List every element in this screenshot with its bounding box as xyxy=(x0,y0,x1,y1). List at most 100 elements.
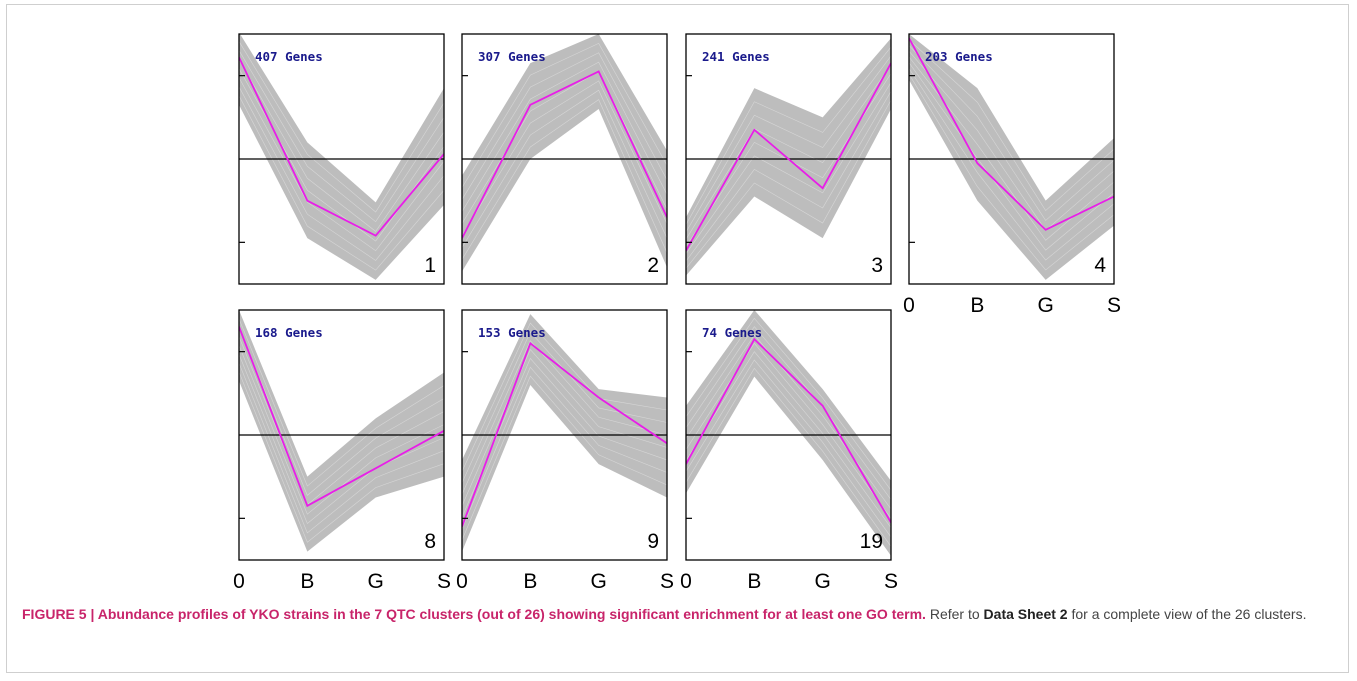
gene-profile-line xyxy=(462,61,667,212)
x-tick-label: G xyxy=(590,570,606,593)
cluster-panel-3: 241 Genes 3 xyxy=(685,33,892,285)
gene-profile-line xyxy=(909,39,1114,212)
gene-profile-line xyxy=(462,71,667,224)
mean-profile-line xyxy=(239,326,444,508)
cluster-panel-19: 74 Genes 19 xyxy=(685,309,892,561)
gene-profile-line xyxy=(686,359,891,538)
cluster-number: 3 xyxy=(871,254,883,277)
gene-profile-line xyxy=(239,59,444,232)
panel-frame xyxy=(238,33,445,285)
gene-profile-line xyxy=(686,55,891,233)
panel-frame xyxy=(685,309,892,561)
gene-profile-line xyxy=(462,349,667,506)
gene-profile-envelope xyxy=(462,34,667,272)
x-tick-label: 0 xyxy=(903,294,915,317)
panel-plot-area xyxy=(462,314,667,552)
cluster-number: 8 xyxy=(424,530,436,553)
gene-profile-line xyxy=(909,68,1114,261)
cluster-number: 9 xyxy=(647,530,659,553)
gene-profile-line xyxy=(686,367,891,547)
cluster-profiles-figure: 407 Genes 1 307 Genes 2 241 Genes 3 203 Genes 4… xyxy=(233,33,1121,593)
gene-profile-line xyxy=(239,50,444,223)
caption-text-a: Refer to xyxy=(925,606,984,622)
gene-profile-line xyxy=(239,336,444,506)
cluster-number: 4 xyxy=(1094,254,1106,277)
panel-frame xyxy=(461,33,668,285)
cluster-panel-1: 407 Genes 1 xyxy=(238,33,445,285)
cluster-panel-2: 307 Genes 2 xyxy=(461,33,668,285)
panel-plot-area xyxy=(239,310,444,552)
x-tick-label: B xyxy=(970,294,984,317)
gene-count-label: 307 Genes xyxy=(478,49,546,64)
gene-profile-line xyxy=(239,77,444,252)
gene-profile-line xyxy=(462,80,667,236)
mean-profile-line xyxy=(686,337,891,523)
mean-profile-line xyxy=(462,70,667,239)
gene-profile-line xyxy=(462,357,667,518)
panel-plot-area xyxy=(909,34,1114,280)
gene-profile-line xyxy=(239,86,444,261)
mean-profile-line xyxy=(686,62,891,252)
cluster-panel-8: 168 Genes 8 xyxy=(238,309,445,561)
panel-plot-area xyxy=(462,34,667,272)
caption-text-b: for a complete view of the 26 clusters. xyxy=(1067,606,1307,622)
x-tick-label: S xyxy=(660,570,674,593)
gene-profile-line xyxy=(462,52,667,200)
gene-profile-envelope xyxy=(686,38,891,276)
gene-profile-line xyxy=(686,91,891,262)
caption-title: FIGURE 5 | Abundance profiles of YKO str… xyxy=(22,606,926,622)
gene-profile-line xyxy=(686,342,891,519)
gene-count-label: 203 Genes xyxy=(925,49,993,64)
panel-frame xyxy=(461,309,668,561)
gene-profile-line xyxy=(462,322,667,472)
panel-plot-area xyxy=(686,38,891,276)
gene-profile-line xyxy=(686,317,891,491)
x-tick-label: B xyxy=(747,570,761,593)
gene-profile-line xyxy=(462,375,667,541)
gene-count-label: 74 Genes xyxy=(702,325,762,340)
gene-profile-line xyxy=(909,62,1114,251)
x-tick-label: G xyxy=(1037,294,1053,317)
mean-profile-line xyxy=(909,37,1114,231)
x-tick-label: B xyxy=(523,570,537,593)
gene-profile-line xyxy=(909,50,1114,231)
x-tick-label: 0 xyxy=(456,570,468,593)
x-tick-label: 0 xyxy=(233,570,245,593)
gene-profile-line xyxy=(686,326,891,500)
figure-frame xyxy=(6,4,1349,673)
gene-profile-line xyxy=(239,371,444,543)
x-tick-label: 0 xyxy=(680,570,692,593)
gene-profile-line xyxy=(686,64,891,240)
cluster-number: 2 xyxy=(647,254,659,277)
cluster-number: 19 xyxy=(860,530,883,553)
panel-plot-area xyxy=(239,34,444,280)
gene-profile-envelope xyxy=(462,314,667,552)
gene-profile-line xyxy=(239,41,444,213)
cluster-panel-4: 203 Genes 4 xyxy=(908,33,1115,285)
gene-profile-line xyxy=(462,89,667,248)
gene-count-label: 407 Genes xyxy=(255,49,323,64)
gene-profile-line xyxy=(686,46,891,225)
panel-frame xyxy=(908,33,1115,285)
gene-count-label: 153 Genes xyxy=(478,325,546,340)
gene-profile-line xyxy=(239,354,444,525)
x-tick-label: G xyxy=(814,570,830,593)
panel-plot-area xyxy=(686,310,891,556)
gene-profile-line xyxy=(462,366,667,529)
mean-profile-line xyxy=(239,56,444,237)
figure-caption: FIGURE 5 | Abundance profiles of YKO str… xyxy=(22,603,1340,626)
gene-profile-line xyxy=(462,340,667,495)
gene-profile-line xyxy=(686,82,891,254)
gene-profile-envelope xyxy=(239,34,444,280)
x-tick-label: S xyxy=(884,570,898,593)
cluster-panel-9: 153 Genes 9 xyxy=(461,309,668,561)
gene-profile-line xyxy=(686,351,891,528)
gene-count-label: 241 Genes xyxy=(702,49,770,64)
gene-profile-envelope xyxy=(686,310,891,556)
gene-profile-line xyxy=(686,100,891,269)
caption-ref-link[interactable]: Data Sheet 2 xyxy=(983,606,1068,622)
gene-count-label: 168 Genes xyxy=(255,325,323,340)
gene-profile-line xyxy=(462,42,667,188)
gene-profile-line xyxy=(239,363,444,534)
mean-profile-line xyxy=(462,341,667,527)
